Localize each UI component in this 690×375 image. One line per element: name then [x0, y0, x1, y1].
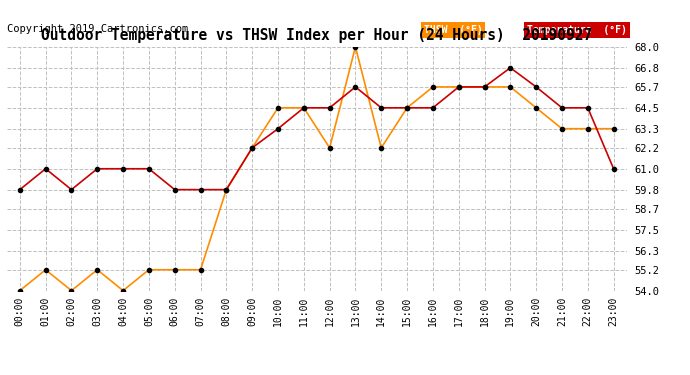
Title: Outdoor Temperature vs THSW Index per Hour (24 Hours)  20190927: Outdoor Temperature vs THSW Index per Ho…: [41, 28, 592, 43]
Text: THSW  (°F): THSW (°F): [424, 25, 482, 35]
Text: Temperature  (°F): Temperature (°F): [527, 25, 627, 35]
Text: Copyright 2019 Cartronics.com: Copyright 2019 Cartronics.com: [7, 24, 188, 34]
